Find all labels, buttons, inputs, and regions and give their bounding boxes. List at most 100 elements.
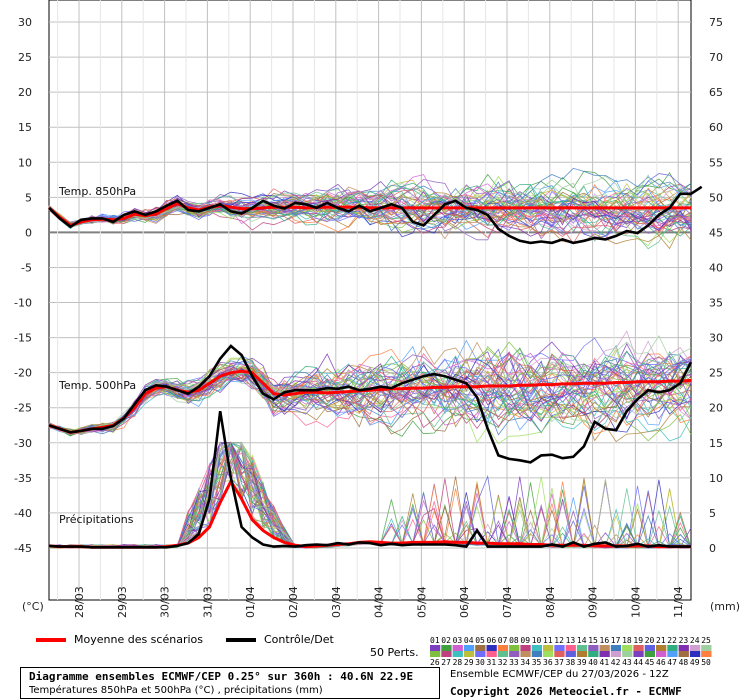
legend-control: Contrôle/Det [226,633,334,647]
member-number: 46 [656,658,666,667]
member-number: 34 [520,658,530,667]
member-swatch [644,651,655,657]
member-line [48,441,692,549]
member-number: 28 [453,658,463,667]
member-line [48,441,692,549]
left-tick-label: -30 [14,437,32,450]
member-number: 40 [588,658,598,667]
member-number: 33 [509,658,519,667]
left-tick-label: 0 [25,226,32,239]
member-swatch [689,645,701,651]
member-line [48,442,692,549]
member-number: 41 [600,658,610,667]
member-swatch [576,645,588,651]
member-swatch [441,651,452,657]
member-swatch [656,645,667,651]
member-line [48,441,692,549]
member-line [48,441,691,549]
member-number: 30 [475,658,485,667]
member-swatch [678,645,689,651]
panel-label-850: Temp. 850hPa [58,185,136,198]
x-tick-label: 06/04 [458,586,471,618]
right-tick-label: 5 [709,507,716,520]
right-tick-label: 35 [709,297,723,310]
member-number: 15 [588,636,598,645]
panel-label-500: Temp. 500hPa [58,379,136,392]
member-number: 07 [498,636,508,645]
member-line [48,442,692,549]
member-swatch [543,645,554,651]
x-tick-label: 09/04 [587,586,600,618]
member-swatch [667,645,678,651]
member-swatch [452,645,463,651]
x-tick-label: 07/04 [501,586,514,618]
x-tick-label: 02/04 [287,586,300,618]
x-tick-label: 11/04 [672,586,685,618]
member-line [48,442,692,549]
member-line [48,359,692,432]
member-swatch [599,645,610,651]
member-number: 08 [509,636,519,645]
member-line [48,441,692,549]
member-swatch [430,645,441,651]
x-tick-label: 03/04 [330,586,343,618]
member-number: 13 [566,636,576,645]
member-swatch [656,651,667,657]
member-swatch [554,645,565,651]
member-number: 01 [430,636,440,645]
member-swatch [520,651,531,657]
member-line [48,442,692,549]
member-line [48,442,691,549]
member-swatch [576,651,588,657]
member-number: 26 [430,658,440,667]
member-number: 47 [667,658,677,667]
left-tick-label: -45 [14,542,32,555]
member-line [48,442,692,549]
member-line [48,442,692,549]
left-tick-label: 10 [18,156,32,169]
member-number: 39 [577,658,587,667]
member-swatch [520,645,531,651]
member-number: 10 [532,636,542,645]
member-swatch [689,651,701,657]
axis-ticks: 302520151050-5-10-15-20-25-30-35-40-4575… [14,16,723,618]
right-tick-label: 30 [709,332,723,345]
member-swatch [565,651,576,657]
member-number: 02 [441,636,451,645]
ensemble-members [48,167,692,549]
member-number: 09 [520,636,530,645]
member-number: 11 [543,636,553,645]
member-swatch [701,651,712,657]
member-line [48,330,692,434]
legend-mean: Moyenne des scénarios [36,633,203,647]
right-tick-label: 20 [709,402,723,415]
member-swatch [486,645,497,651]
legend-mean-swatch [36,638,66,642]
member-number: 12 [554,636,564,645]
member-line [48,445,691,549]
member-number: 16 [600,636,610,645]
x-tick-label: 10/04 [629,586,642,618]
member-line [48,442,692,549]
member-line [48,441,692,549]
member-number: 04 [464,636,474,645]
right-tick-label: 25 [709,367,723,380]
member-swatch [667,651,678,657]
member-line [48,441,692,549]
member-line [48,441,692,549]
member-number: 21 [656,636,666,645]
member-number: 17 [611,636,621,645]
member-line [48,450,692,549]
member-line [48,190,692,237]
member-swatch [633,651,644,657]
grid [48,0,692,601]
left-tick-label: -5 [21,261,32,274]
member-swatch [588,651,599,657]
member-swatch [622,651,633,657]
member-number: 31 [487,658,497,667]
member-number: 44 [633,658,643,667]
member-swatch [588,645,599,651]
member-swatch [497,645,509,651]
member-line [48,367,692,432]
plot-frame [48,0,692,601]
